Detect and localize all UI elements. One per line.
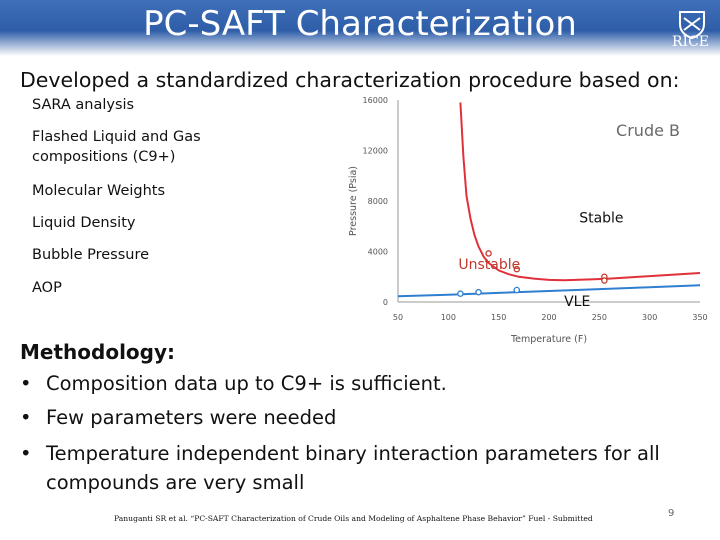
page-title: PC-SAFT Characterization bbox=[143, 4, 577, 44]
criterion-item: Molecular Weights bbox=[32, 181, 165, 201]
x-axis-label: Temperature (F) bbox=[510, 334, 587, 345]
chart-title: Crude B bbox=[616, 121, 680, 140]
bullet-icon: • bbox=[20, 442, 32, 465]
criterion-item: Liquid Density bbox=[32, 213, 135, 233]
criterion-item: Bubble Pressure bbox=[32, 245, 149, 265]
intro-text: Developed a standardized characterizatio… bbox=[20, 68, 680, 92]
methodology-text: Few parameters were needed bbox=[46, 403, 696, 432]
y-tick-label: 4000 bbox=[368, 248, 388, 257]
x-tick-label: 100 bbox=[441, 313, 456, 322]
bullet-icon: • bbox=[20, 372, 32, 395]
x-tick-label: 250 bbox=[592, 313, 607, 322]
series-line bbox=[397, 284, 701, 298]
criterion-line: AOP bbox=[32, 280, 62, 296]
x-tick-label: 50 bbox=[393, 313, 403, 322]
y-tick-label: 16000 bbox=[363, 96, 388, 105]
x-tick-label: 200 bbox=[541, 313, 556, 322]
page-number: 9 bbox=[668, 508, 675, 519]
criterion-line: Bubble Pressure bbox=[32, 247, 150, 263]
methodology-text: Composition data up to C9+ is sufficient… bbox=[46, 369, 696, 398]
x-tick-label: 300 bbox=[642, 313, 657, 322]
criterion-line: Flashed Liquid and Gas bbox=[32, 129, 201, 145]
title-bar bbox=[0, 0, 720, 56]
criterion-line: Molecular Weights bbox=[32, 183, 166, 199]
criterion-item: Flashed Liquid and Gas compositions (C9+) bbox=[32, 127, 201, 167]
methodology-text: Temperature independent binary interacti… bbox=[46, 439, 696, 497]
x-tick-label: 150 bbox=[491, 313, 506, 322]
methodology-line: Few parameters were needed bbox=[46, 406, 337, 429]
citation: Panuganti SR et al. “PC-SAFT Characteriz… bbox=[114, 514, 593, 523]
methodology-line: Temperature independent binary interacti… bbox=[46, 442, 660, 465]
methodology-line: Composition data up to C9+ is sufficient… bbox=[46, 372, 447, 395]
y-tick-label: 0 bbox=[383, 298, 388, 307]
data-point bbox=[513, 265, 521, 273]
chart-annotation: Stable bbox=[579, 210, 623, 226]
criterion-line: SARA analysis bbox=[32, 97, 135, 113]
criterion-item: SARA analysis bbox=[32, 95, 134, 115]
chart-annotation: VLE bbox=[564, 294, 590, 310]
series-line bbox=[459, 102, 701, 282]
methodology-title: Methodology: bbox=[20, 340, 176, 364]
y-tick-label: 8000 bbox=[368, 197, 388, 206]
criterion-item: AOP bbox=[32, 278, 62, 298]
data-point bbox=[475, 288, 482, 296]
data-point bbox=[513, 286, 521, 294]
bullet-icon: • bbox=[20, 406, 32, 429]
y-tick-label: 12000 bbox=[363, 147, 388, 156]
data-point bbox=[457, 290, 464, 297]
criterion-line: compositions (C9+) bbox=[32, 149, 176, 165]
criterion-line: Liquid Density bbox=[32, 215, 136, 231]
y-axis-label: Pressure (Psia) bbox=[348, 166, 359, 236]
rice-shield-icon bbox=[679, 11, 705, 40]
rice-logo-text: RICE bbox=[672, 34, 710, 50]
data-point bbox=[601, 277, 608, 284]
methodology-line: compounds are very small bbox=[46, 471, 305, 494]
chart-annotation: Unstable bbox=[458, 257, 520, 273]
x-tick-label: 350 bbox=[692, 313, 707, 322]
data-point bbox=[485, 250, 492, 257]
